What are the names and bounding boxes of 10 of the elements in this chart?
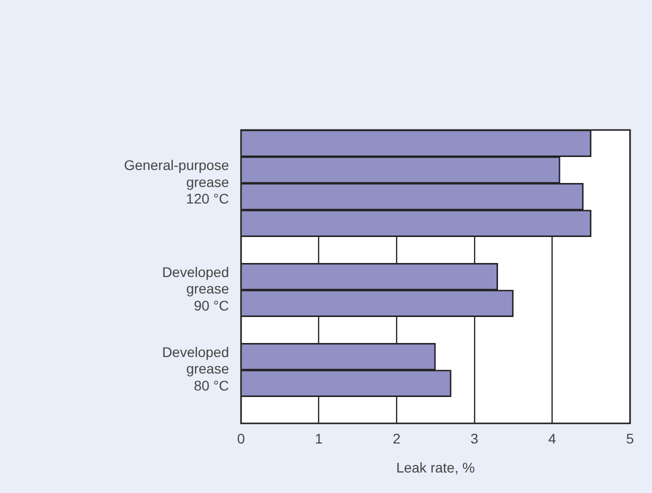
y-tick-label: Developed grease 80 °C bbox=[162, 344, 230, 394]
x-tick-label: 2 bbox=[392, 430, 401, 447]
x-tick-label: 5 bbox=[626, 430, 634, 447]
x-axis-title: Leak rate, % bbox=[396, 459, 475, 476]
y-tick-label: Developed grease 90 °C bbox=[162, 264, 230, 314]
x-tick-label: 1 bbox=[314, 430, 323, 447]
y-tick-label: General-purpose grease 120 °C bbox=[124, 157, 230, 207]
x-tick-label: 3 bbox=[470, 430, 478, 447]
x-tick-label: 0 bbox=[237, 430, 246, 447]
x-tick-label: 4 bbox=[548, 430, 556, 447]
